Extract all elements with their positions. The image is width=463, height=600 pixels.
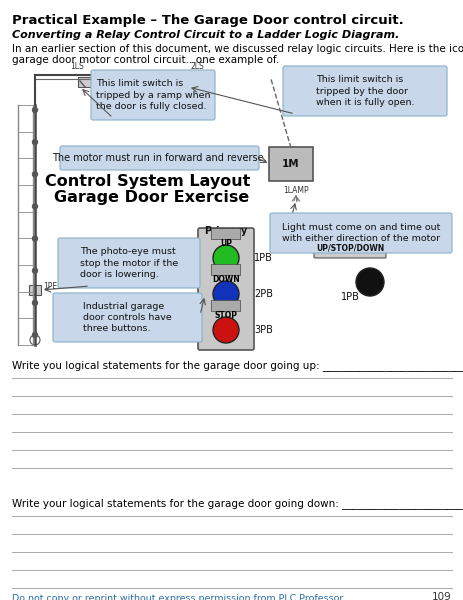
FancyBboxPatch shape <box>269 147 313 181</box>
Text: Control System Layout: Control System Layout <box>45 174 250 189</box>
FancyBboxPatch shape <box>211 299 240 311</box>
Text: Do not copy or reprint without express permission from PLC Professor: Do not copy or reprint without express p… <box>12 594 343 600</box>
Text: Primary: Primary <box>204 226 247 236</box>
Text: Converting a Relay Control Circuit to a Ladder Logic Diagram.: Converting a Relay Control Circuit to a … <box>12 30 399 40</box>
Text: 1PE: 1PE <box>43 282 57 291</box>
FancyBboxPatch shape <box>53 293 201 342</box>
Text: 2LS: 2LS <box>191 62 204 71</box>
Text: Alternative1: Alternative1 <box>315 228 383 238</box>
Circle shape <box>32 268 38 273</box>
Text: Practical Example – The Garage Door control circuit.: Practical Example – The Garage Door cont… <box>12 14 403 27</box>
FancyBboxPatch shape <box>282 66 446 116</box>
Circle shape <box>32 140 38 145</box>
Text: This limit switch is
tripped by the door
when it is fully open.: This limit switch is tripped by the door… <box>315 75 413 107</box>
Circle shape <box>213 317 238 343</box>
Text: 109: 109 <box>432 592 451 600</box>
Circle shape <box>213 281 238 307</box>
Text: 1LS: 1LS <box>70 62 84 71</box>
Circle shape <box>213 245 238 271</box>
Circle shape <box>30 335 40 345</box>
FancyBboxPatch shape <box>313 238 385 258</box>
Text: garage door motor control circuit...one example of.: garage door motor control circuit...one … <box>12 55 279 65</box>
Text: 2PB: 2PB <box>253 289 272 299</box>
Text: Write you logical statements for the garage door going up: _____________________: Write you logical statements for the gar… <box>12 360 463 371</box>
FancyBboxPatch shape <box>78 77 92 87</box>
FancyBboxPatch shape <box>211 227 240 238</box>
Text: 3PB: 3PB <box>253 325 272 335</box>
Circle shape <box>32 332 38 337</box>
FancyBboxPatch shape <box>91 70 214 120</box>
Circle shape <box>355 268 383 296</box>
FancyBboxPatch shape <box>29 285 41 295</box>
Text: 1PB: 1PB <box>253 253 272 263</box>
Text: Garage Door Exercise: Garage Door Exercise <box>54 190 249 205</box>
Circle shape <box>32 204 38 209</box>
Text: Write your logical statements for the garage door going down: __________________: Write your logical statements for the ga… <box>12 498 462 509</box>
Circle shape <box>32 107 38 113</box>
Text: 1LAMP: 1LAMP <box>282 186 308 195</box>
FancyBboxPatch shape <box>178 77 192 87</box>
Text: 1PB: 1PB <box>340 292 359 302</box>
Text: STOP: STOP <box>214 311 237 319</box>
FancyBboxPatch shape <box>269 213 451 253</box>
FancyBboxPatch shape <box>60 146 258 170</box>
Text: This limit switch is
tripped by a ramp when
the door is fully closed.: This limit switch is tripped by a ramp w… <box>95 79 210 111</box>
Text: UP: UP <box>219 238 232 247</box>
FancyBboxPatch shape <box>198 228 253 350</box>
Circle shape <box>32 172 38 177</box>
FancyBboxPatch shape <box>211 263 240 275</box>
Circle shape <box>32 301 38 305</box>
Text: DOWN: DOWN <box>212 275 239 283</box>
Text: Industrial garage
door controls have
three buttons.: Industrial garage door controls have thr… <box>83 302 171 334</box>
Text: The motor must run in forward and reverse.: The motor must run in forward and revers… <box>52 153 266 163</box>
FancyBboxPatch shape <box>58 238 200 288</box>
Text: 1M: 1M <box>282 159 299 169</box>
Circle shape <box>32 236 38 241</box>
Text: The photo-eye must
stop the motor if the
door is lowering.: The photo-eye must stop the motor if the… <box>80 247 178 279</box>
Text: Light must come on and time out
with either direction of the motor: Light must come on and time out with eit… <box>281 223 439 243</box>
Text: UP/STOP/DOWN: UP/STOP/DOWN <box>315 244 383 253</box>
Text: In an earlier section of this document, we discussed relay logic circuits. Here : In an earlier section of this document, … <box>12 44 463 54</box>
